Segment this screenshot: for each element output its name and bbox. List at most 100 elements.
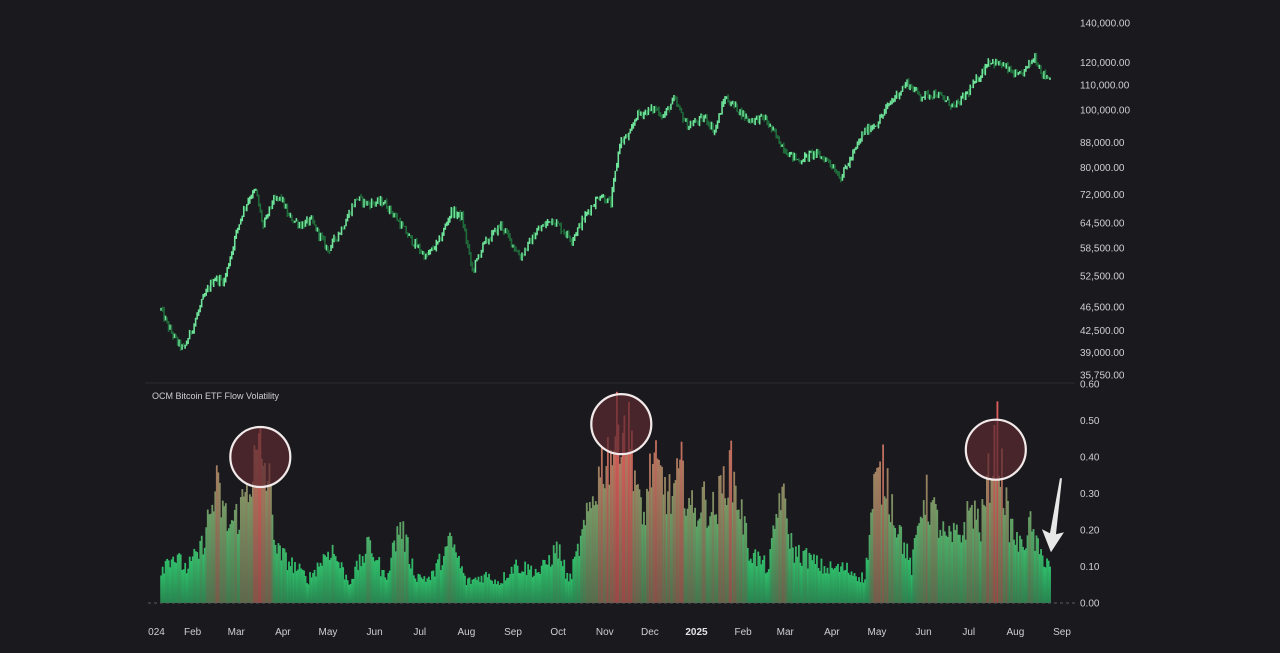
volatility-bar	[321, 565, 323, 603]
volatility-bar	[794, 546, 797, 603]
volatility-bar	[967, 510, 970, 603]
volatility-bar	[421, 579, 424, 603]
volatility-bar	[770, 538, 773, 603]
price-tick-label: 52,500.00	[1080, 271, 1125, 282]
highlight-circle	[964, 418, 1027, 481]
volatility-bar	[605, 466, 608, 603]
volatility-bar	[879, 461, 882, 603]
volatility-bar	[810, 554, 812, 603]
volatility-bar	[758, 555, 761, 603]
volatility-bar	[755, 566, 758, 603]
volatility-bar	[417, 573, 420, 603]
volatility-bar	[581, 529, 584, 603]
volatility-bar	[640, 497, 642, 603]
volatility-bar	[892, 525, 895, 603]
volatility-tick-label: 0.30	[1080, 489, 1100, 500]
volatility-bar	[682, 460, 684, 603]
volatility-bar	[307, 584, 310, 603]
volatility-bar	[385, 579, 388, 603]
volatility-bar	[446, 546, 448, 603]
volatility-bar	[310, 577, 313, 603]
volatility-bar	[985, 475, 988, 603]
volatility-bar	[791, 547, 794, 603]
volatility-bar	[435, 563, 438, 603]
volatility-bar	[474, 577, 477, 603]
volatility-bar	[647, 491, 650, 603]
volatility-bar	[664, 477, 666, 603]
volatility-bar	[662, 494, 665, 603]
volatility-bar	[495, 584, 498, 603]
volatility-bar	[447, 535, 450, 603]
volatility-bar	[170, 559, 173, 603]
volatility-bar	[265, 490, 268, 603]
volatility-bar	[242, 496, 245, 603]
volatility-bar	[593, 505, 596, 603]
time-tick-label: May	[319, 627, 338, 638]
volatility-bar	[739, 519, 742, 603]
volatility-bar	[175, 562, 178, 603]
volatility-bar	[206, 509, 209, 603]
volatility-bar	[461, 566, 463, 603]
volatility-bar	[453, 544, 456, 603]
volatility-bar	[384, 577, 387, 603]
volatility-bar	[1049, 566, 1051, 603]
volatility-bar	[876, 467, 878, 603]
volatility-bar	[527, 564, 530, 603]
volatility-bar	[998, 475, 1000, 603]
volatility-bar	[688, 498, 690, 603]
price-tick-label: 35,750.00	[1080, 371, 1125, 382]
volatility-bar	[1025, 548, 1027, 603]
volatility-bar	[289, 566, 292, 603]
volatility-bar	[476, 580, 478, 603]
time-tick-label: Mar	[228, 627, 246, 638]
volatility-bar	[405, 534, 408, 603]
volatility-bar	[235, 503, 238, 603]
volatility-bar	[409, 568, 412, 603]
volatility-bar	[185, 573, 188, 603]
volatility-bar	[790, 533, 793, 603]
volatility-bar	[1005, 487, 1008, 603]
time-tick-label: Aug	[457, 627, 475, 638]
volatility-bar	[334, 556, 337, 603]
volatility-bar	[667, 491, 669, 603]
volatility-bar	[259, 427, 262, 603]
time-tick-label: Apr	[275, 627, 291, 638]
volatility-bar	[973, 500, 976, 603]
volatility-bar	[202, 554, 205, 603]
volatility-bar	[477, 576, 480, 603]
volatility-bar	[504, 580, 507, 603]
volatility-bar	[212, 511, 215, 603]
volatility-bar	[208, 514, 211, 603]
volatility-bar	[569, 573, 572, 603]
volatility-bar	[1041, 555, 1044, 603]
volatility-bar	[455, 552, 457, 603]
volatility-bar	[576, 543, 579, 603]
volatility-bar	[931, 500, 934, 603]
volatility-bar	[358, 554, 361, 603]
volatility-bar	[542, 559, 545, 603]
volatility-bar	[829, 561, 832, 603]
volatility-bar	[199, 540, 202, 603]
volatility-bar	[369, 540, 372, 603]
volatility-bar	[426, 578, 429, 603]
price-tick-label: 120,000.00	[1080, 58, 1130, 69]
volatility-bar	[402, 521, 405, 603]
volatility-bar	[1020, 539, 1023, 603]
volatility-bar	[671, 495, 674, 603]
volatility-bar	[393, 540, 396, 603]
time-tick-label: Sep	[1053, 627, 1071, 638]
volatility-bar	[823, 566, 826, 603]
volatility-tick-label: 0.00	[1080, 599, 1100, 610]
volatility-bar	[492, 583, 495, 603]
volatility-bar	[438, 553, 441, 603]
volatility-bar	[695, 526, 698, 603]
volatility-bar	[241, 489, 244, 603]
volatility-bar	[847, 572, 850, 603]
volatility-bar	[215, 465, 218, 603]
volatility-bar	[930, 502, 933, 603]
volatility-bar	[1022, 546, 1024, 603]
volatility-tick-label: 0.40	[1080, 453, 1100, 464]
volatility-bar	[909, 557, 912, 603]
volatility-bar	[345, 574, 348, 603]
volatility-bar	[995, 478, 997, 603]
